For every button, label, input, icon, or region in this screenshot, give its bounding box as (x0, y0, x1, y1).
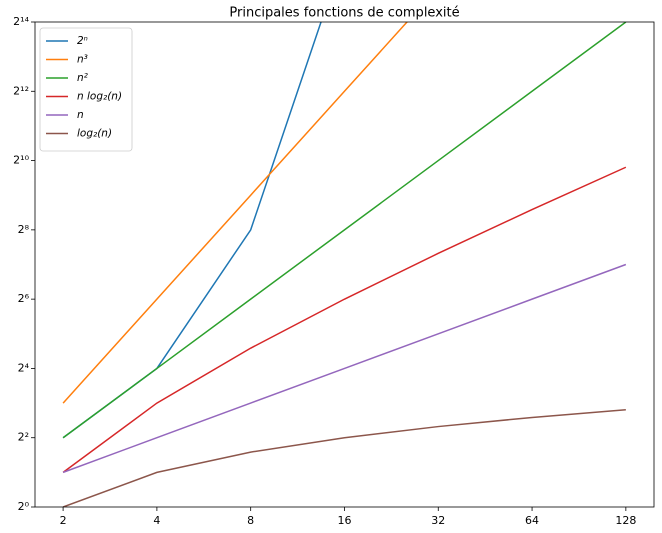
legend-label: log₂(n) (77, 128, 112, 140)
y-tick-label: 2¹² (13, 84, 29, 97)
legend-label: n (77, 109, 84, 121)
x-tick-label: 2 (60, 514, 67, 527)
series-line (62, 22, 627, 439)
x-tick-label: 128 (615, 514, 636, 527)
y-tick-label: 2¹⁴ (13, 15, 29, 28)
y-tick-label: 2⁴ (18, 361, 30, 374)
y-tick-label: 2² (18, 431, 29, 444)
x-tick-label: 64 (525, 514, 539, 527)
legend-label: 2ⁿ (77, 35, 88, 47)
x-tick-label: 4 (153, 514, 160, 527)
chart-title: Principales fonctions de complexité (229, 6, 459, 21)
x-tick-label: 8 (247, 514, 254, 527)
y-tick-label: 2¹⁰ (13, 154, 29, 167)
series-line (62, 166, 627, 473)
y-tick-label: 2⁸ (18, 223, 30, 236)
x-tick-label: 32 (431, 514, 445, 527)
plot-area (62, 22, 627, 507)
series-line (62, 22, 322, 439)
series-line (62, 22, 409, 404)
legend-label: n² (77, 72, 89, 84)
legend-label: n log₂(n) (77, 91, 122, 103)
x-tick-label: 16 (337, 514, 351, 527)
y-tick-label: 2⁶ (18, 292, 30, 305)
legend-label: n³ (77, 54, 88, 66)
y-tick-label: 2⁰ (18, 500, 30, 513)
series-line (62, 263, 627, 474)
series-line (62, 409, 626, 507)
